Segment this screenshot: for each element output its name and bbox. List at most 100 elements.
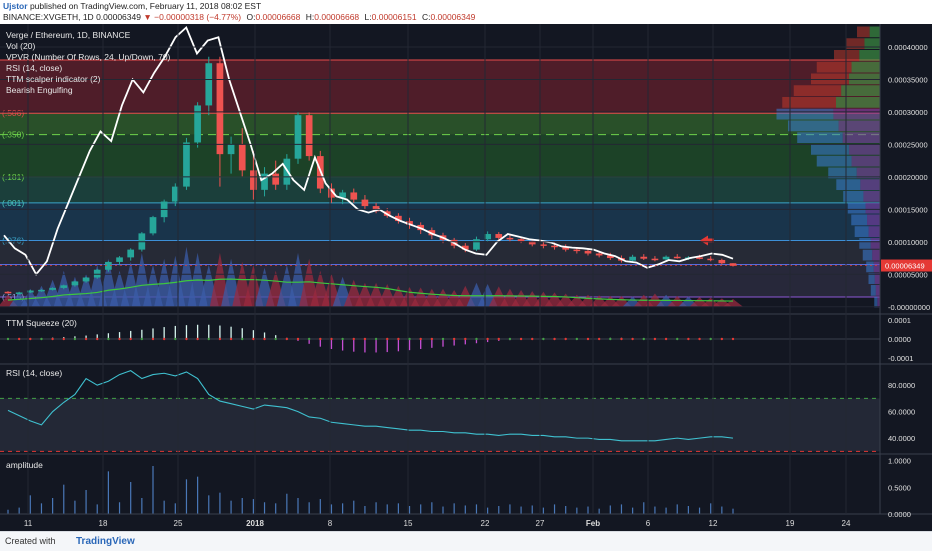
ttm-dot bbox=[698, 337, 701, 341]
ttm-dot bbox=[107, 337, 110, 341]
vpvr-row-up bbox=[874, 296, 878, 308]
candle-body bbox=[718, 259, 726, 264]
vpvr-row-up bbox=[836, 179, 861, 190]
footer: Created with TradingView bbox=[0, 531, 932, 551]
ttm-dot bbox=[564, 337, 567, 341]
published-text: published on TradingView.com, February 1… bbox=[29, 1, 262, 11]
ttm-dot bbox=[252, 337, 255, 341]
candle-body bbox=[4, 291, 12, 294]
ttm-dot bbox=[363, 337, 367, 341]
close-label: C: bbox=[421, 12, 431, 22]
vpvr-row-down bbox=[864, 38, 880, 49]
ttm-dot bbox=[162, 337, 166, 341]
vpvr-row-down bbox=[869, 26, 880, 38]
open-label: O: bbox=[246, 12, 256, 22]
vpvr-row-down bbox=[848, 73, 880, 85]
tradingview-logo[interactable]: TradingView bbox=[76, 536, 135, 547]
open-value: 0.00006668 bbox=[255, 12, 301, 22]
vpvr-row-down bbox=[860, 179, 880, 190]
chart-area[interactable]: (.506)(.350)(.181)(.001)(.076)(.515) 0.0… bbox=[0, 24, 932, 531]
amp-tick-label: 0.0000 bbox=[888, 510, 911, 519]
ohlc-line: BINANCE:XVGETH, 1D 0.00006349 ▼ −0.00000… bbox=[0, 11, 932, 24]
candle-body bbox=[640, 256, 648, 259]
amplitude-pane[interactable] bbox=[7, 466, 734, 514]
ttm-tick-label: -0.0001 bbox=[888, 354, 913, 363]
publish-line: Ujstor published on TradingView.com, Feb… bbox=[0, 0, 932, 12]
ttm-dot bbox=[519, 337, 523, 341]
close-value: 0.00006349 bbox=[430, 12, 476, 22]
candle-body bbox=[261, 173, 268, 190]
ttm-dot bbox=[330, 337, 333, 341]
vpvr-row-up bbox=[862, 249, 873, 261]
candle-body bbox=[49, 287, 56, 290]
ttm-dot bbox=[497, 337, 500, 341]
candle-body bbox=[38, 289, 45, 292]
rsi-pane[interactable] bbox=[0, 370, 880, 452]
vpvr-row-down bbox=[833, 108, 880, 120]
ttm-dot bbox=[241, 337, 244, 341]
vpvr-row-down bbox=[851, 61, 880, 73]
candle-body bbox=[528, 241, 536, 245]
vpvr-row-down bbox=[872, 249, 880, 261]
candle-body bbox=[729, 263, 737, 266]
candle-body bbox=[305, 115, 313, 157]
candle-body bbox=[395, 215, 402, 222]
rsi-pane-title: RSI (14, close) bbox=[6, 368, 62, 378]
ttm-dot bbox=[73, 337, 77, 341]
vpvr-row-up bbox=[788, 120, 839, 132]
legend-vol: Vol (20) bbox=[6, 41, 35, 51]
candle-body bbox=[350, 192, 358, 200]
time-tick-label: 6 bbox=[646, 519, 651, 528]
ttm-dot bbox=[653, 337, 657, 341]
candle-body bbox=[473, 239, 480, 250]
candle-body bbox=[361, 199, 369, 207]
ttm-dot bbox=[553, 337, 556, 341]
legend-rsi: RSI (14, close) bbox=[6, 63, 62, 73]
ttm-dot bbox=[84, 337, 88, 341]
vpvr-row-down bbox=[875, 285, 880, 296]
candle-body bbox=[673, 256, 681, 259]
price-tick-label: 0.00020000 bbox=[888, 173, 928, 182]
time-tick-label: 27 bbox=[536, 519, 545, 528]
price-change: ▼ −0.00000318 (−4.77%) bbox=[143, 12, 242, 22]
ttm-dot bbox=[307, 337, 311, 341]
vpvr-row-up bbox=[868, 273, 875, 284]
ttm-dot bbox=[386, 337, 389, 341]
ttm-dot bbox=[408, 337, 411, 341]
ttm-dot bbox=[285, 337, 289, 341]
ttm-squeeze-pane[interactable] bbox=[0, 324, 880, 353]
vpvr-row-down bbox=[874, 273, 880, 284]
vpvr-row-down bbox=[841, 85, 880, 96]
fib-band bbox=[0, 134, 880, 177]
ttm-dot bbox=[218, 337, 222, 341]
vpvr-row-down bbox=[856, 167, 880, 179]
high-label: H: bbox=[305, 12, 315, 22]
vpvr-row-down bbox=[836, 97, 880, 108]
rsi-band bbox=[0, 398, 880, 452]
price-axis[interactable]: 0.00040000 0.00035000 0.00030000 0.00025000… bbox=[0, 24, 932, 519]
rsi-tick-label: 80.0000 bbox=[888, 381, 915, 390]
vpvr-row-up bbox=[859, 238, 871, 249]
ttm-dot bbox=[642, 337, 645, 341]
author-name[interactable]: Ujstor bbox=[3, 1, 28, 11]
vpvr-row-up bbox=[811, 73, 849, 85]
candle-body bbox=[82, 277, 90, 282]
time-tick-label: 12 bbox=[709, 519, 718, 528]
candle-body bbox=[93, 269, 101, 278]
ttm-dot bbox=[40, 337, 43, 341]
rsi-tick-label: 40.0000 bbox=[888, 434, 915, 443]
time-axis[interactable]: 11 18 25 2018 8 15 22 27 Feb 6 12 19 24 bbox=[24, 519, 851, 528]
ttm-dot bbox=[207, 337, 210, 341]
ttm-dot bbox=[620, 337, 623, 341]
candle-body bbox=[339, 192, 346, 198]
main-price-pane[interactable]: (.506)(.350)(.181)(.001)(.076)(.515) bbox=[0, 25, 880, 308]
legend-engulfing: Bearish Engulfing bbox=[6, 85, 73, 95]
time-tick-label: 15 bbox=[404, 519, 413, 528]
ttm-dot bbox=[676, 337, 679, 341]
ttm-dot bbox=[352, 337, 355, 341]
time-tick-label: Feb bbox=[586, 519, 600, 528]
candle-body bbox=[71, 281, 79, 286]
vpvr-row-up bbox=[797, 132, 843, 143]
volume-ma-line bbox=[7, 278, 734, 302]
fib-label: (.076) bbox=[2, 236, 24, 246]
